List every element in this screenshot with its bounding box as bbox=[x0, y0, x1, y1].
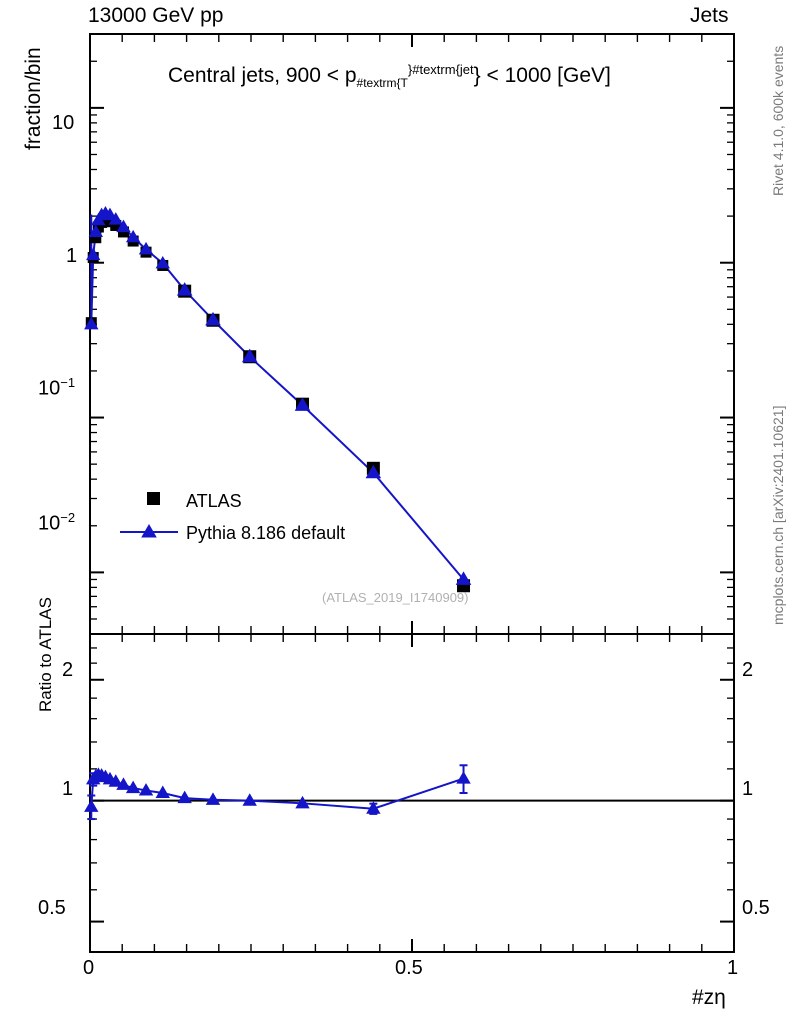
mc-marker-triangle bbox=[241, 348, 258, 363]
header-category-label: Jets bbox=[690, 4, 729, 27]
main-panel-frame bbox=[89, 33, 735, 635]
mc-marker-triangle bbox=[108, 212, 123, 225]
side-text-rivet: Rivet 4.1.0, 600k events bbox=[770, 45, 786, 196]
title-pre: Central jets, 900 < p bbox=[168, 64, 357, 87]
xtick-label-0: 0 bbox=[83, 957, 95, 979]
legend-entry-atlas-label[interactable]: ATLAS bbox=[186, 491, 242, 511]
ratio-marker-triangle bbox=[205, 792, 221, 805]
side-text-mcplots: mcplots.cern.ch [arXiv:2401.10621] bbox=[770, 405, 786, 625]
mc-marker-triangle bbox=[176, 282, 193, 296]
analysis-watermark: (ATLAS_2019_I1740909) bbox=[322, 590, 469, 605]
mc-marker-triangle bbox=[365, 464, 382, 479]
mc-marker-triangle bbox=[155, 255, 170, 269]
ratio-panel-frame bbox=[89, 633, 735, 953]
ratio-ytick-label-2-left: 2 bbox=[62, 659, 74, 681]
mc-marker-triangle bbox=[205, 311, 221, 326]
ratio-yaxis-label: Ratio to ATLAS bbox=[36, 597, 55, 712]
xtick-label-1: 1 bbox=[727, 957, 739, 979]
title-post: } < 1000 [GeV] bbox=[473, 64, 611, 87]
ratio-marker-triangle bbox=[108, 774, 123, 787]
xtick-label-05: 0.5 bbox=[395, 957, 423, 979]
mc-marker-triangle bbox=[88, 224, 103, 237]
mc-marker-triangle bbox=[86, 247, 101, 261]
legend-marker-square bbox=[147, 492, 160, 505]
data-marker-square bbox=[104, 216, 116, 228]
plot-title: Central jets, 900 < p#textrm{T}#textrm{j… bbox=[168, 62, 611, 90]
header-beam-label: 13000 GeV pp bbox=[88, 4, 224, 27]
mc-marker-triangle bbox=[116, 219, 131, 233]
mc-marker-triangle bbox=[294, 397, 311, 411]
mc-marker-triangle bbox=[84, 316, 99, 330]
ratio-marker-triangle bbox=[242, 793, 257, 806]
data-marker-square bbox=[90, 232, 102, 244]
ratio-marker-triangle bbox=[125, 780, 141, 794]
ratio-marker-triangle bbox=[295, 795, 310, 809]
legend-entry-pythia-label[interactable]: Pythia 8.186 default bbox=[186, 523, 346, 543]
ratio-marker-triangle bbox=[155, 785, 170, 799]
title-subscript: #textrm{T bbox=[356, 76, 408, 91]
ytick-label-1e-1: 10−1 bbox=[38, 375, 76, 400]
ratio-ytick-label-2-right: 2 bbox=[742, 659, 754, 681]
ratio-ytick-label-05-right: 0.5 bbox=[742, 897, 770, 919]
mc-marker-triangle bbox=[455, 571, 472, 585]
mc-marker-triangle bbox=[125, 229, 141, 243]
ratio-ytick-label-05-left: 0.5 bbox=[38, 897, 66, 919]
xaxis-label: #zη bbox=[692, 986, 726, 1009]
title-superscript: }#textrm{jet bbox=[407, 62, 474, 77]
ratio-marker-triangle bbox=[366, 801, 381, 814]
main-yaxis-label: fraction/bin bbox=[22, 47, 45, 150]
ratio-marker-triangle bbox=[84, 799, 99, 812]
ratio-ytick-label-1-left: 1 bbox=[62, 778, 74, 800]
ratio-marker-triangle bbox=[456, 771, 471, 784]
data-marker-square bbox=[110, 219, 122, 231]
ytick-label-10: 10 bbox=[52, 112, 75, 134]
mc-marker-triangle bbox=[138, 241, 154, 255]
ratio-marker-triangle bbox=[116, 777, 131, 790]
ratio-ytick-label-1-right: 1 bbox=[742, 778, 754, 800]
ratio-marker-triangle bbox=[177, 790, 192, 804]
legend-marker-triangle bbox=[141, 523, 157, 538]
ratio-marker-triangle bbox=[138, 783, 154, 796]
ytick-label-1: 1 bbox=[66, 245, 78, 267]
ytick-label-1e-2: 10−2 bbox=[38, 510, 76, 535]
